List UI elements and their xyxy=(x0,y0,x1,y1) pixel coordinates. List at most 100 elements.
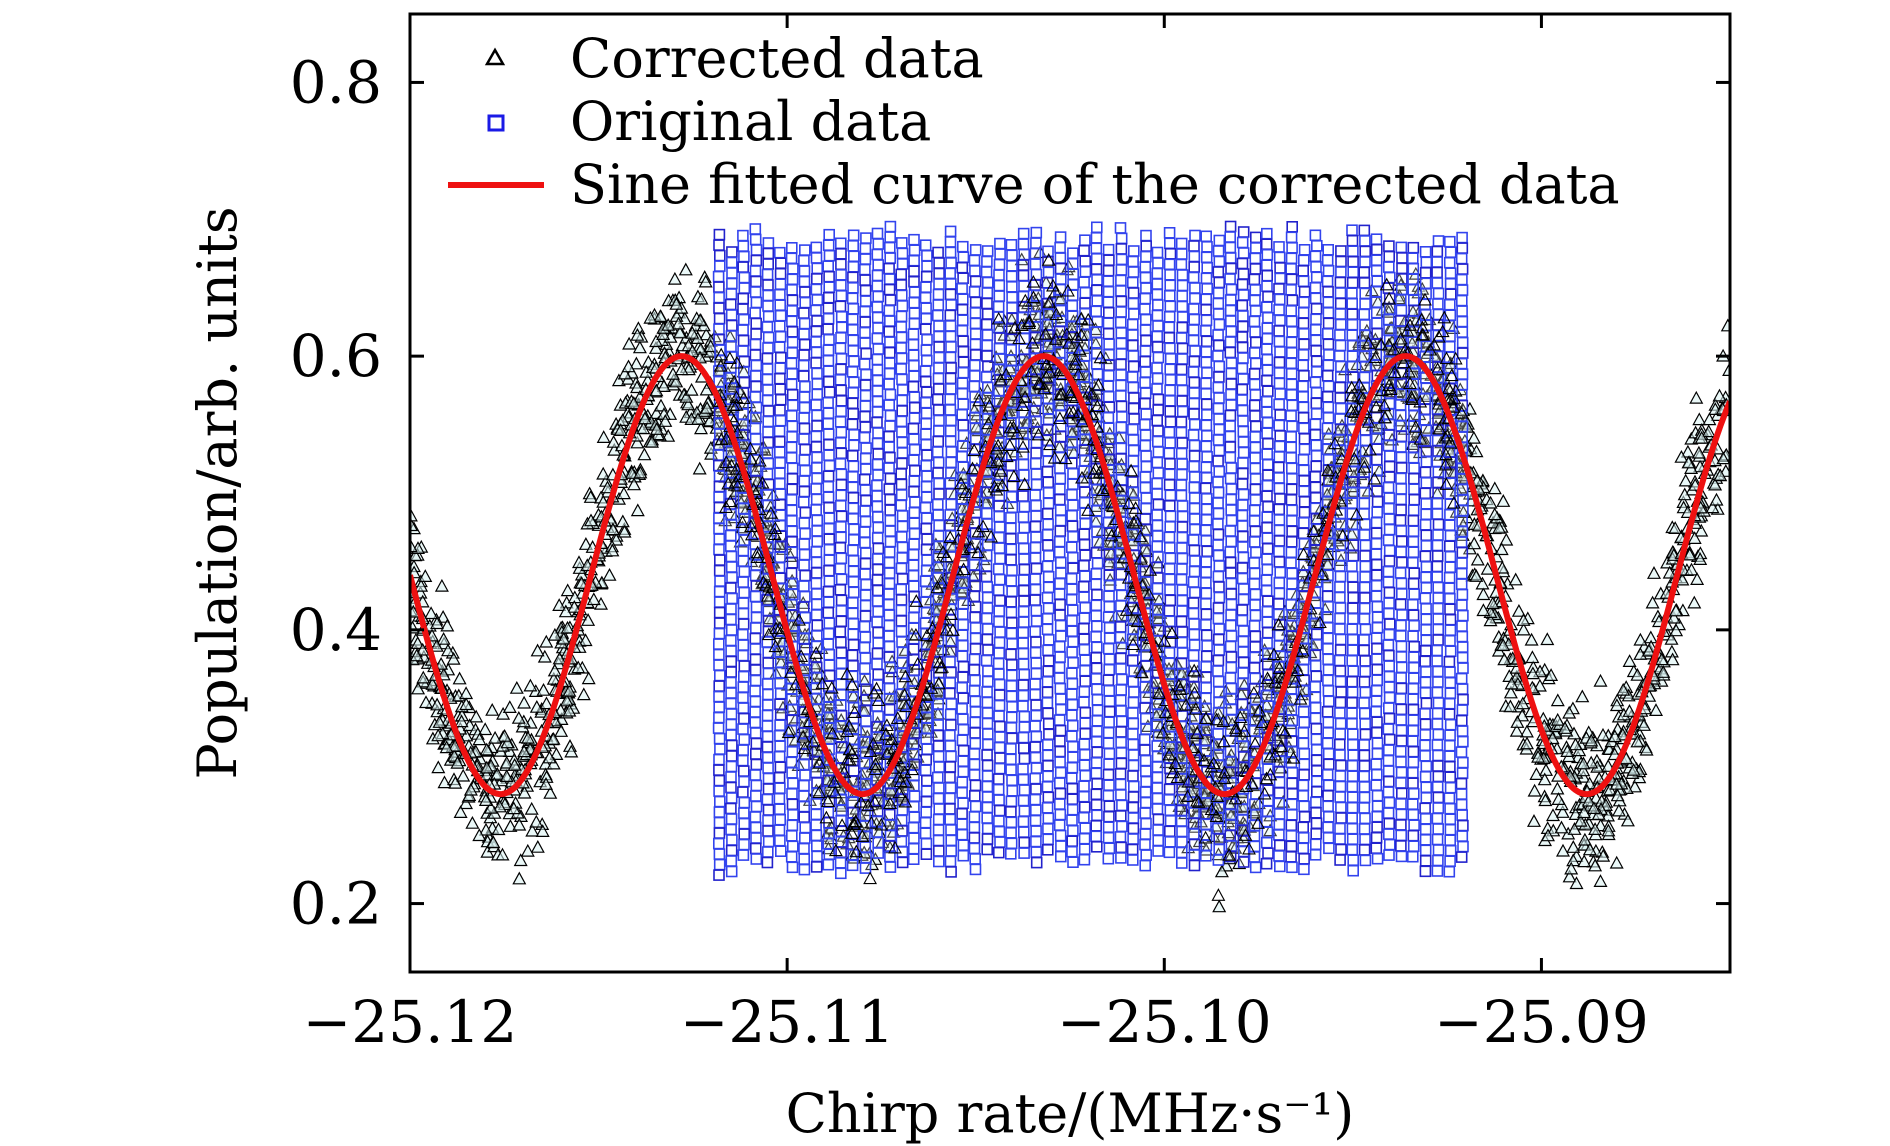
original-data-point xyxy=(981,717,994,730)
corrected-data-point xyxy=(530,839,545,853)
original-data-point xyxy=(859,809,871,822)
original-data-point xyxy=(1006,406,1019,419)
original-data-point xyxy=(1103,401,1116,414)
original-data-point xyxy=(798,338,811,351)
original-data-point xyxy=(1189,586,1201,599)
original-data-point xyxy=(1127,476,1139,488)
original-data-point xyxy=(847,628,860,641)
original-data-point xyxy=(786,472,799,485)
original-data-point xyxy=(725,708,738,720)
original-data-point xyxy=(1078,276,1090,289)
original-data-point xyxy=(981,801,994,814)
original-data-point xyxy=(811,388,824,401)
original-data-point xyxy=(1042,308,1055,321)
original-data-point xyxy=(1127,444,1140,457)
original-data-point xyxy=(834,373,847,386)
original-data-point xyxy=(884,388,897,401)
corrected-data-point xyxy=(892,715,907,729)
original-data-point xyxy=(1018,784,1031,796)
original-data-point xyxy=(798,748,811,760)
original-data-point xyxy=(713,375,725,388)
original-data-point xyxy=(1139,744,1151,756)
original-data-point xyxy=(884,252,897,264)
original-data-point xyxy=(738,565,751,578)
original-data-point xyxy=(907,548,920,561)
original-data-point xyxy=(1079,454,1091,467)
original-data-point xyxy=(834,342,847,355)
original-data-point xyxy=(737,597,750,609)
original-data-point xyxy=(1151,488,1163,500)
original-data-point xyxy=(895,835,908,848)
original-data-point xyxy=(1006,564,1018,577)
original-data-point xyxy=(786,388,799,401)
original-data-point xyxy=(945,824,957,836)
original-data-point xyxy=(847,470,859,483)
corrected-data-point xyxy=(1503,685,1518,699)
original-data-point xyxy=(1030,226,1043,239)
original-data-point xyxy=(762,783,775,795)
original-data-point xyxy=(907,674,920,687)
original-data-point xyxy=(1079,234,1091,246)
original-data-point xyxy=(1164,384,1176,397)
original-data-point xyxy=(859,410,871,423)
original-data-point xyxy=(1102,411,1115,424)
original-data-point xyxy=(933,362,945,374)
original-data-point xyxy=(725,666,738,678)
original-data-point xyxy=(1176,825,1188,838)
original-data-point xyxy=(726,739,738,752)
original-data-point xyxy=(1151,341,1164,353)
original-data-point xyxy=(1176,836,1188,848)
original-data-point xyxy=(1029,688,1041,701)
original-data-point xyxy=(725,687,737,699)
original-data-point xyxy=(810,462,823,474)
original-data-point xyxy=(799,569,811,582)
original-data-point xyxy=(1078,612,1091,625)
original-data-point xyxy=(944,803,956,815)
original-data-point xyxy=(968,590,981,603)
original-data-point xyxy=(749,338,762,351)
original-data-point xyxy=(737,292,750,305)
original-data-point xyxy=(1152,404,1164,416)
original-data-point xyxy=(835,331,847,344)
original-data-point xyxy=(895,625,908,638)
original-data-point xyxy=(1090,651,1102,664)
original-data-point xyxy=(969,580,981,592)
corrected-data-point xyxy=(546,671,561,685)
original-data-point xyxy=(883,325,896,338)
original-data-point xyxy=(956,261,969,274)
original-data-point xyxy=(1152,425,1164,437)
original-data-point xyxy=(980,266,993,278)
original-data-point xyxy=(1152,845,1164,857)
original-data-point xyxy=(847,565,860,578)
original-data-point xyxy=(920,480,933,493)
original-data-point xyxy=(1090,546,1103,559)
original-data-point xyxy=(909,496,921,509)
original-data-point xyxy=(883,399,896,411)
original-data-point xyxy=(726,246,738,258)
original-data-point xyxy=(1067,257,1079,270)
original-data-point xyxy=(1029,552,1042,564)
original-data-point xyxy=(1103,506,1116,519)
original-data-point xyxy=(933,782,945,794)
original-data-point xyxy=(835,573,848,586)
original-data-point xyxy=(896,552,909,564)
original-data-point xyxy=(871,280,884,292)
original-data-point xyxy=(835,468,848,481)
original-data-point xyxy=(1042,833,1054,846)
original-data-point xyxy=(750,853,763,865)
original-data-point xyxy=(726,277,738,290)
original-data-point xyxy=(956,828,969,841)
original-data-point xyxy=(762,405,775,417)
original-data-point xyxy=(969,317,982,330)
original-data-point xyxy=(1115,369,1127,381)
original-data-point xyxy=(859,610,872,622)
original-data-point xyxy=(725,813,738,825)
original-data-point xyxy=(1006,301,1018,314)
original-data-point xyxy=(932,698,945,710)
original-data-point xyxy=(969,643,982,655)
original-data-point xyxy=(1139,376,1151,389)
original-data-point xyxy=(1054,829,1067,842)
original-data-point xyxy=(1188,397,1200,410)
original-data-point xyxy=(822,291,835,304)
original-data-point xyxy=(871,511,884,523)
